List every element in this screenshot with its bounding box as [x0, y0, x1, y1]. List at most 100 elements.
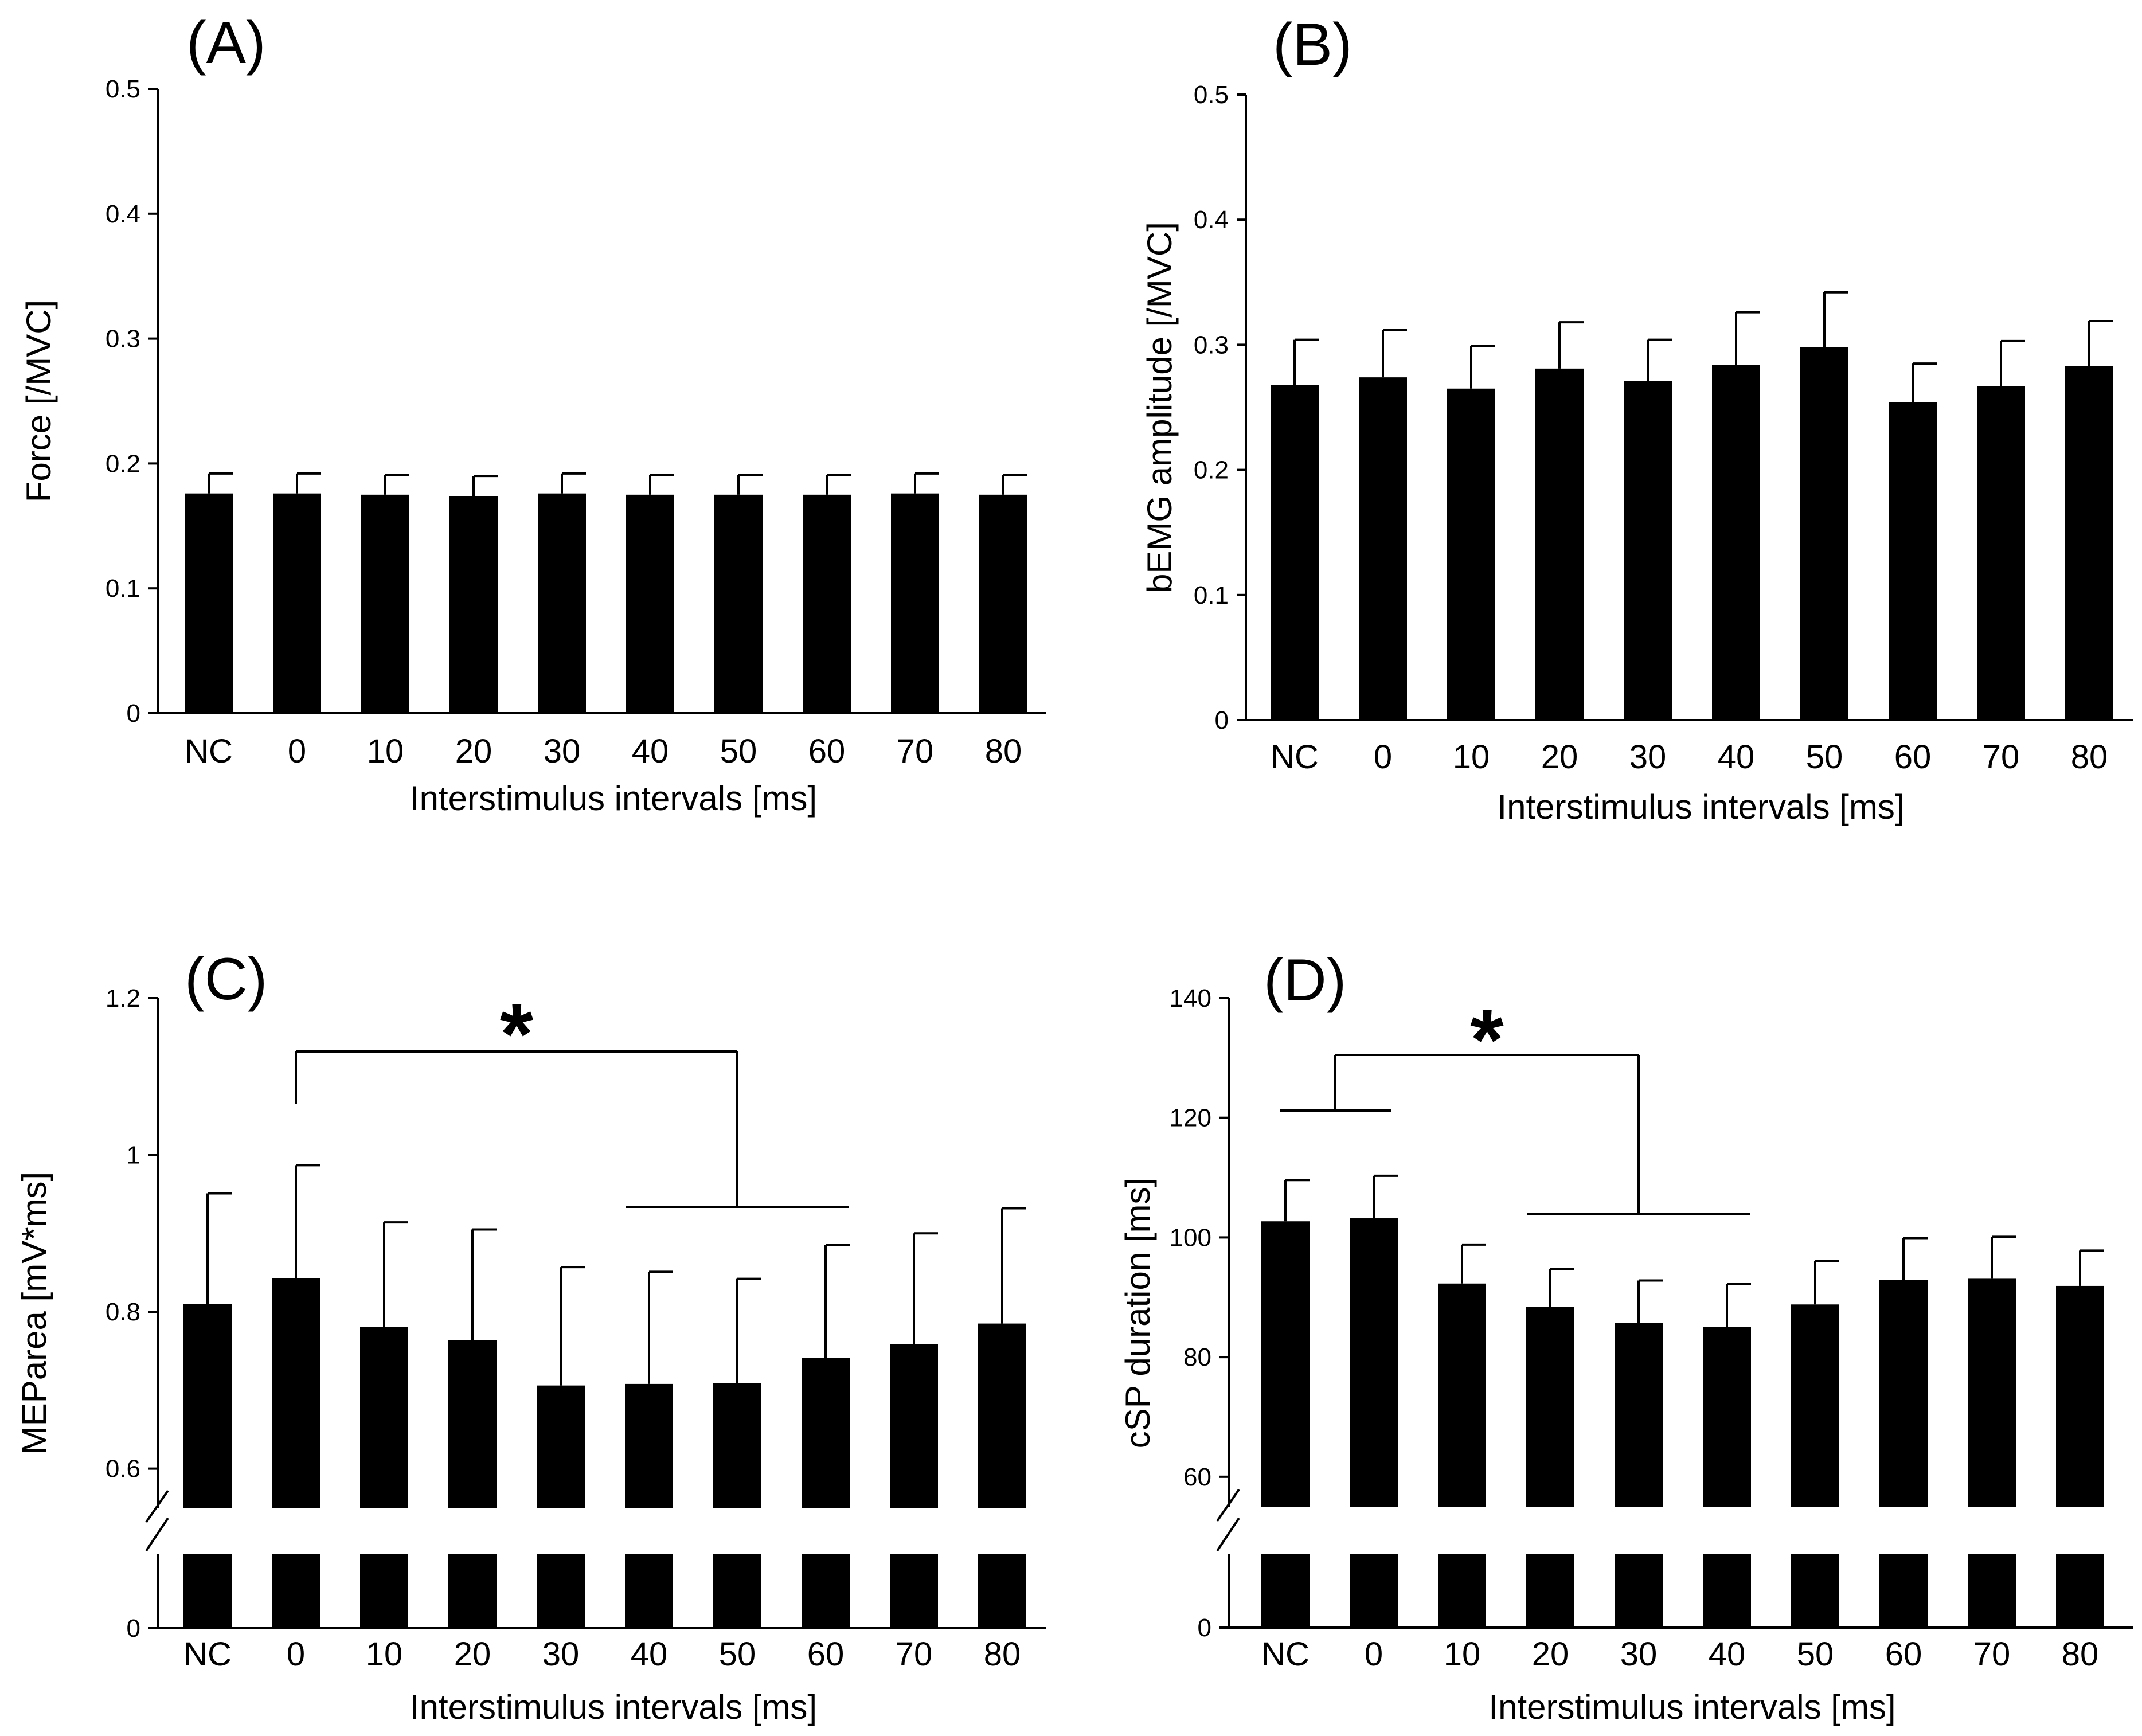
- bar: [1261, 1221, 1310, 1507]
- bar: [1350, 1218, 1398, 1507]
- x-axis-title: Interstimulus intervals [ms]: [410, 779, 817, 818]
- bar: [185, 493, 233, 713]
- x-axis-title: Interstimulus intervals [ms]: [410, 1688, 817, 1726]
- y-tick-label: 0.5: [1194, 81, 1229, 109]
- x-tick-label: 30: [542, 1636, 580, 1673]
- x-axis-title: Interstimulus intervals [ms]: [1497, 788, 1904, 826]
- y-tick-label: 0.3: [105, 325, 140, 353]
- y-tick-label: 140: [1170, 984, 1211, 1012]
- bar: [361, 494, 409, 713]
- y-tick-label: 120: [1170, 1104, 1211, 1132]
- bar-lower-segment: [802, 1554, 850, 1628]
- x-tick-label: 80: [985, 733, 1022, 770]
- bar: [891, 493, 939, 713]
- x-tick-label: NC: [183, 1636, 232, 1673]
- x-tick-label: 50: [719, 1636, 756, 1673]
- bar: [1800, 347, 1848, 720]
- panel-label: (D): [1264, 947, 1346, 1014]
- bar: [625, 1383, 673, 1508]
- x-tick-label: NC: [1271, 738, 1319, 776]
- bar-lower-segment: [1350, 1554, 1398, 1628]
- x-tick-label: 40: [1718, 738, 1755, 776]
- bar-lower-segment: [537, 1554, 585, 1628]
- x-tick-label: 40: [631, 1636, 668, 1673]
- y-tick-label: 0.6: [105, 1455, 140, 1483]
- bar: [1879, 1280, 1928, 1507]
- axis-break-mark: [145, 1489, 169, 1523]
- bar: [1703, 1327, 1751, 1507]
- axis-break-mark: [1216, 1488, 1240, 1522]
- panel-label: (B): [1273, 11, 1353, 78]
- x-axis-title: Interstimulus intervals [ms]: [1488, 1688, 1895, 1726]
- bar: [1271, 385, 1319, 720]
- y-tick-label: 1.2: [105, 984, 140, 1012]
- bar-lower-segment: [448, 1554, 497, 1628]
- bar: [979, 494, 1027, 713]
- x-tick-label: NC: [1261, 1636, 1310, 1673]
- x-tick-label: 30: [1620, 1636, 1658, 1673]
- x-tick-label: 60: [807, 1636, 845, 1673]
- x-tick-label: NC: [185, 733, 233, 770]
- y-tick-label: 80: [1183, 1343, 1211, 1371]
- x-tick-label: 60: [1885, 1636, 1922, 1673]
- x-tick-label: 50: [1806, 738, 1843, 776]
- bar-lower-segment: [360, 1554, 408, 1628]
- bar: [1438, 1283, 1486, 1507]
- y-tick-label: 0.2: [105, 449, 140, 478]
- bar-lower-segment: [890, 1554, 938, 1628]
- bar: [1526, 1307, 1574, 1507]
- bar: [1624, 381, 1672, 720]
- x-tick-label: 20: [1541, 738, 1578, 776]
- bar-lower-segment: [1968, 1554, 2016, 1628]
- bar-lower-segment: [978, 1554, 1026, 1628]
- y-tick-label: 0.1: [105, 574, 140, 603]
- bar-lower-segment: [183, 1554, 232, 1628]
- y-tick-label: 0.1: [1194, 581, 1229, 609]
- bar-lower-segment: [1615, 1554, 1663, 1628]
- bar-lower-segment: [713, 1554, 761, 1628]
- y-axis-title: cSP duration [ms]: [1119, 1178, 1157, 1448]
- y-tick-label: 1: [127, 1141, 140, 1170]
- x-tick-label: 80: [2071, 738, 2108, 776]
- y-tick-label: 0.8: [105, 1298, 140, 1326]
- x-tick-label: 30: [1629, 738, 1667, 776]
- significance-marker: *: [500, 986, 534, 1082]
- x-tick-label: 0: [1365, 1636, 1383, 1673]
- x-tick-label: 50: [720, 733, 757, 770]
- bar: [360, 1327, 408, 1508]
- bar-lower-segment: [1879, 1554, 1928, 1628]
- x-tick-label: 30: [544, 733, 581, 770]
- bar: [1889, 402, 1937, 720]
- x-tick-label: 60: [808, 733, 846, 770]
- bar: [1791, 1304, 1839, 1507]
- y-axis-title: bEMG amplitude [/MVC]: [1140, 222, 1179, 593]
- x-tick-label: 40: [1709, 1636, 1746, 1673]
- bar: [714, 494, 763, 713]
- bar-lower-segment: [272, 1554, 320, 1628]
- panel-label: (A): [186, 10, 266, 76]
- x-tick-label: 70: [1973, 1636, 2011, 1673]
- bar: [2065, 366, 2113, 720]
- x-tick-label: 80: [2062, 1636, 2099, 1673]
- y-axis-title: MEParea [mV*ms]: [15, 1172, 53, 1455]
- x-tick-label: 70: [897, 733, 934, 770]
- panel-label: (C): [185, 946, 267, 1012]
- x-tick-label: 20: [1532, 1636, 1569, 1673]
- bar: [273, 493, 321, 713]
- x-tick-label: 70: [896, 1636, 933, 1673]
- y-tick-label: 0.2: [1194, 456, 1229, 484]
- bar: [713, 1383, 761, 1508]
- bar: [1359, 377, 1407, 720]
- bar-lower-segment: [1438, 1554, 1486, 1628]
- bar: [803, 494, 851, 713]
- bar: [1968, 1278, 2016, 1507]
- bar: [1535, 368, 1584, 720]
- x-tick-label: 70: [1983, 738, 2020, 776]
- bar: [272, 1278, 320, 1508]
- bar: [183, 1304, 232, 1508]
- y-tick-label: 0.5: [105, 75, 140, 103]
- axis-break-mark: [145, 1517, 169, 1552]
- x-tick-label: 10: [366, 1636, 403, 1673]
- x-tick-label: 0: [1374, 738, 1392, 776]
